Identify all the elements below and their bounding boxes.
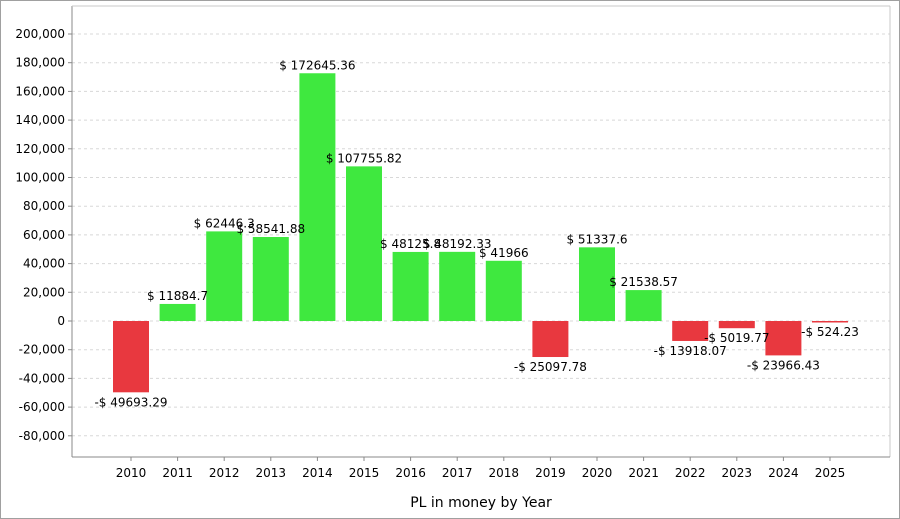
bar-2022	[672, 321, 709, 341]
bar-2011	[159, 303, 196, 321]
x-tick-label: 2024	[768, 466, 799, 480]
y-tick-label: 120,000	[15, 142, 65, 156]
data-label: $ 107755.82	[326, 151, 402, 165]
x-axis-title: PL in money by Year	[410, 495, 552, 511]
y-tick-label: 0	[57, 314, 65, 328]
data-labels: -$ 49693.29 $ 11884.7 $ 62446.3$ 58541.88 $…	[94, 58, 858, 409]
bar-2016	[392, 251, 429, 321]
plot-area	[72, 6, 890, 457]
data-label: $ 11884.7	[147, 289, 208, 303]
y-tick-label: 140,000	[15, 113, 65, 127]
data-label: -$ 13918.07	[654, 344, 727, 358]
bar-2025	[812, 321, 848, 323]
data-label: -$ 5019.77	[704, 331, 769, 345]
y-tick-label: -80,000	[19, 429, 65, 443]
y-tick-label: 60,000	[23, 228, 65, 242]
data-label: $ 172645.36	[279, 58, 355, 72]
x-tick-label: 2016	[395, 466, 426, 480]
x-tick-label: 2020	[582, 466, 613, 480]
data-label: $ 62446.3	[194, 216, 255, 230]
bar-2023	[718, 321, 755, 329]
y-tick-label: 80,000	[23, 199, 65, 213]
x-tick-label: 2018	[489, 466, 520, 480]
y-axis: 200,000 180,000 160,000 140,000 120,000 100,0…	[15, 5, 891, 457]
x-tick-label: 2023	[722, 466, 753, 480]
data-label: -$ 23966.43	[747, 358, 820, 372]
y-tick-label: 180,000	[15, 56, 65, 70]
data-label: -$ 524.23	[801, 325, 859, 339]
y-tick-label: -40,000	[19, 371, 65, 385]
x-tick-label: 2017	[442, 466, 473, 480]
data-label: $ 48125.8	[380, 237, 441, 251]
bar-2020	[579, 247, 615, 321]
y-tick-label: 20,000	[23, 285, 65, 299]
y-tick-label: 160,000	[15, 84, 65, 98]
y-tick-label: 100,000	[15, 171, 65, 185]
data-label: -$ 49693.29	[94, 395, 167, 409]
bar-2018	[485, 260, 522, 321]
bars	[113, 73, 848, 393]
y-tick-label: 200,000	[15, 27, 65, 41]
bar-2013	[252, 236, 289, 321]
y-tick-label: -20,000	[19, 343, 65, 357]
x-tick-label: 2022	[675, 466, 706, 480]
bar-2015	[346, 166, 382, 321]
x-tick-label: 2015	[349, 466, 380, 480]
x-tick-label: 2010	[116, 466, 147, 480]
data-label: $ 48192.33	[423, 237, 492, 251]
x-tick-label: 2019	[535, 466, 566, 480]
data-label: $ 51337.6	[566, 232, 627, 246]
bar-2012	[206, 231, 243, 321]
bar-2024	[765, 321, 802, 356]
x-tick-label: 2012	[209, 466, 240, 480]
data-label: $ 58541.88	[236, 222, 305, 236]
bar-2014	[299, 73, 336, 321]
bar-2021	[625, 290, 662, 321]
y-tick-label: -60,000	[19, 400, 65, 414]
data-label: -$ 25097.78	[514, 360, 587, 374]
bar-2010	[113, 321, 149, 393]
x-tick-label: 2011	[162, 466, 193, 480]
x-tick-label: 2013	[256, 466, 287, 480]
x-tick-label: 2021	[628, 466, 659, 480]
bar-2017	[439, 251, 476, 321]
bar-2019	[532, 321, 569, 358]
x-axis: 2010 2011 2012 2013 2014 2015 2016 2017 2018 2019…	[72, 456, 890, 480]
gridlines	[72, 33, 890, 437]
x-tick-label: 2014	[302, 466, 333, 480]
x-tick-label: 2025	[815, 466, 846, 480]
data-label: $ 41966	[479, 246, 529, 260]
data-label: $ 21538.57	[609, 275, 678, 289]
y-tick-label: 40,000	[23, 257, 65, 271]
